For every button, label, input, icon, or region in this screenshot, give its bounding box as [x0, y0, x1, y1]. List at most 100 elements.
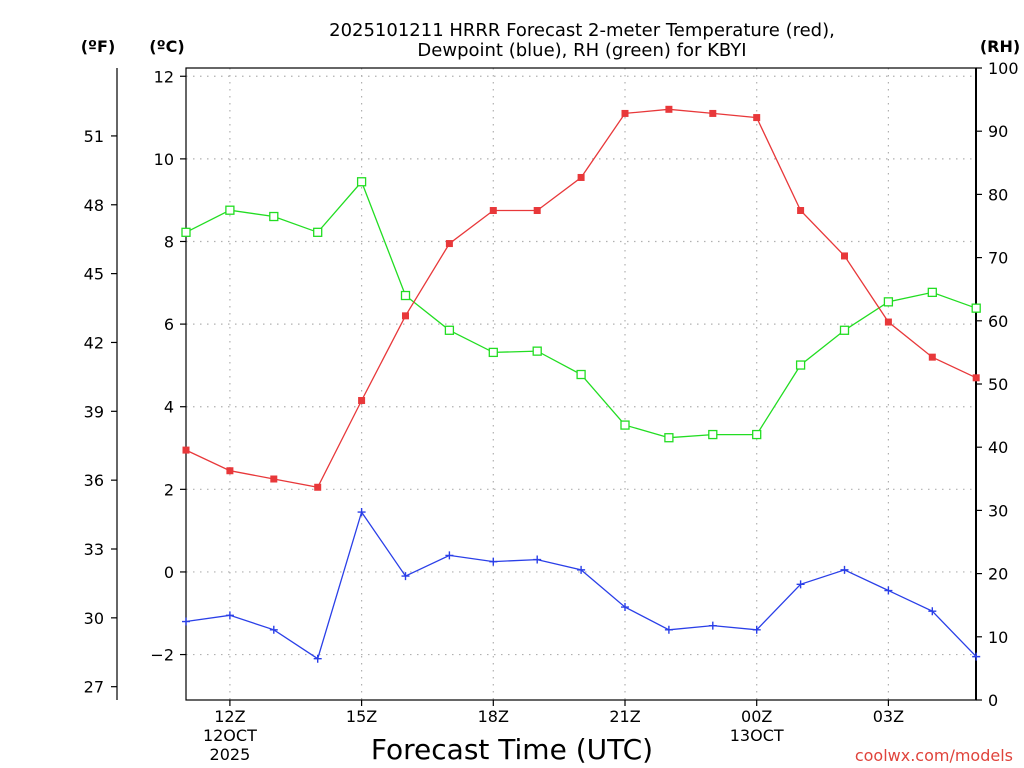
celsius-tick-label-4: 4	[164, 398, 174, 417]
rh-tick-label-8: 20	[988, 565, 1008, 584]
celsius-tick-label-2: 8	[164, 232, 174, 251]
rh-point-9	[576, 369, 586, 380]
rh-point-15	[839, 325, 850, 335]
temperature-point-12	[709, 109, 717, 117]
celsius-unit-label: (ºC)	[149, 37, 184, 56]
fahrenheit-tick-label-0: 51	[84, 127, 104, 146]
chart-title-line-2: Dewpoint (blue), RH (green) for KBYI	[417, 40, 746, 61]
fahrenheit-unit-label: (ºF)	[81, 37, 116, 56]
rh-tick-label-3: 70	[988, 249, 1008, 268]
dewpoint-point-6	[445, 551, 454, 560]
fahrenheit-tick-label-4: 39	[84, 402, 104, 421]
dewpoint-point-11	[664, 625, 673, 634]
rh-tick-label-6: 40	[988, 438, 1008, 457]
celsius-tick-label-3: 6	[164, 315, 174, 334]
dewpoint-point-9	[577, 565, 586, 574]
temperature-point-9	[577, 173, 585, 181]
x-tick-label-1-0: 15Z	[346, 707, 377, 726]
celsius-axis: 12 10 8 6 4 2 0 −2	[150, 67, 186, 665]
rh-tick-label-1: 90	[988, 122, 1008, 141]
fahrenheit-tick-label-6: 33	[84, 540, 104, 559]
rh-tick-label-10: 0	[988, 691, 998, 710]
rh-point-2	[269, 211, 279, 222]
x-tick-label-4-1: 13OCT	[730, 726, 784, 745]
chart-title-line-1: 2025101211 HRRR Forecast 2-meter Tempera…	[329, 20, 835, 41]
temperature-point-6	[445, 240, 453, 248]
dewpoint-point-16	[884, 586, 893, 595]
x-tick-label-3-0: 21Z	[609, 707, 640, 726]
temperature-point-3	[314, 483, 322, 491]
temperature-point-18	[972, 374, 980, 382]
temperature-point-14	[797, 207, 805, 215]
x-tick-label-4-0: 00Z	[741, 707, 772, 726]
series-layer	[181, 105, 981, 663]
temperature-point-0	[182, 446, 190, 454]
dewpoint-point-17	[928, 607, 937, 616]
rh-tick-label-9: 10	[988, 628, 1008, 647]
fahrenheit-tick-label-8: 27	[84, 678, 104, 697]
x-tick-label-0-2: 2025	[210, 745, 251, 764]
rh-point-14	[795, 360, 806, 370]
dewpoint-point-10	[621, 603, 629, 612]
rh-point-17	[927, 287, 937, 298]
temperature-point-13	[753, 114, 761, 122]
rh-point-16	[883, 297, 894, 307]
rh-point-3	[313, 227, 323, 237]
rh-point-6	[444, 325, 455, 335]
rh-tick-label-5: 50	[988, 375, 1008, 394]
x-tick-label-0-1: 12OCT	[203, 726, 257, 745]
rh-unit-label: (RH)	[980, 37, 1020, 56]
dewpoint-point-3	[313, 654, 322, 663]
temperature-point-7	[489, 207, 497, 215]
gridlines	[186, 68, 976, 700]
x-tick-label-2-0: 18Z	[478, 707, 509, 726]
fahrenheit-axis: 51 48 45 42 39 36 33 30 27	[84, 68, 118, 700]
fahrenheit-tick-label-5: 36	[84, 471, 104, 490]
fahrenheit-tick-label-3: 42	[84, 333, 104, 352]
rh-tick-label-7: 30	[988, 501, 1008, 520]
rh-point-1	[225, 205, 235, 215]
dewpoint-point-14	[796, 580, 805, 589]
celsius-tick-label-6: 0	[164, 563, 174, 582]
celsius-tick-label-0: 12	[154, 67, 174, 86]
temperature-point-4	[358, 397, 366, 405]
rh-point-5	[400, 290, 411, 301]
celsius-tick-label-1: 10	[154, 150, 174, 169]
dewpoint-point-8	[533, 555, 542, 564]
rh-point-18	[971, 303, 981, 313]
rh-point-11	[664, 433, 674, 443]
dewpoint-point-4	[357, 508, 366, 517]
x-axis-title: Forecast Time (UTC)	[371, 733, 653, 766]
x-tick-label-5-0: 03Z	[873, 707, 904, 726]
dewpoint-line	[185, 510, 977, 660]
credit-text: coolwx.com/models	[855, 746, 1013, 765]
dewpoint-point-1	[225, 611, 234, 620]
temperature-point-17	[928, 353, 936, 361]
temperature-point-8	[533, 207, 541, 215]
celsius-tick-label-5: 2	[164, 480, 174, 499]
celsius-tick-label-7: −2	[150, 646, 174, 665]
rh-line	[185, 180, 977, 439]
dewpoint-point-0	[182, 617, 190, 626]
rh-point-0	[181, 227, 191, 237]
dewpoint-point-2	[269, 625, 278, 634]
dewpoint-point-7	[489, 557, 498, 566]
temperature-point-16	[884, 318, 892, 326]
rh-point-8	[532, 346, 542, 356]
rh-point-4	[356, 177, 367, 187]
rh-tick-label-0: 100	[988, 59, 1019, 78]
rh-point-12	[708, 429, 718, 440]
rh-point-7	[488, 347, 498, 358]
x-tick-label-0-0: 12Z	[214, 707, 245, 726]
rh-point-13	[752, 429, 762, 440]
temperature-point-1	[226, 467, 234, 475]
dewpoint-point-15	[840, 565, 849, 574]
temperature-point-10	[621, 109, 629, 117]
temperature-point-15	[841, 252, 848, 260]
dewpoint-point-5	[401, 572, 410, 581]
plot-frame	[185, 67, 977, 701]
dewpoint-point-13	[752, 625, 761, 634]
rh-point-10	[620, 420, 630, 430]
